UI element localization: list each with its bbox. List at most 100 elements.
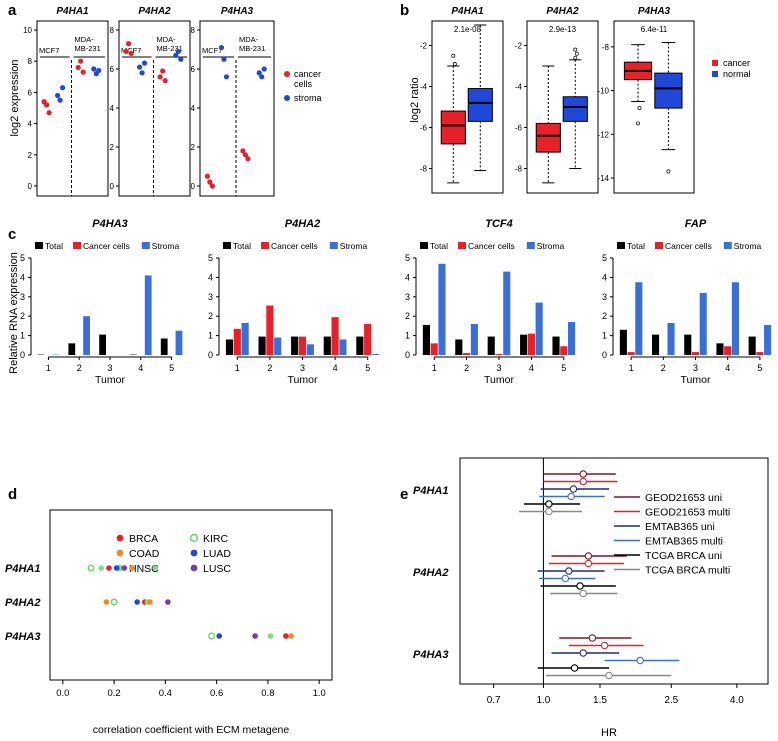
- panel-c-ytick-label: 4: [208, 272, 213, 282]
- panel-c-ytick-label: 3: [208, 292, 213, 302]
- panel-c-ytick-label: 2: [208, 311, 213, 321]
- panel-c-title: TCF4: [485, 218, 513, 230]
- panel-label-d: d: [8, 486, 17, 503]
- panel-e-hr-marker: [579, 589, 587, 598]
- panel-c-bar-stroma: [144, 275, 152, 355]
- panel-a-ytick-label: 6: [28, 88, 33, 97]
- panel-c-legend-swatch: [617, 242, 625, 249]
- panel-c-ylabel: Relative RNA expression: [8, 252, 20, 374]
- panel-c-bar-total: [422, 324, 430, 355]
- panel-c-ytick-label: 0: [208, 350, 213, 360]
- panel-d-point-brca: [283, 633, 289, 639]
- panel-c-ytick-label: 4: [405, 272, 410, 282]
- panel-b-outlier: [573, 55, 578, 60]
- panel-c-ytick-label: 1: [602, 331, 607, 341]
- panel-c-ytick-label: 5: [405, 253, 410, 263]
- panel-c-legend-label: Stroma: [734, 241, 762, 251]
- panel-e-hr-marker: [565, 567, 573, 575]
- panel-c-bar-stroma: [731, 282, 739, 355]
- panel-a-ytick-label: 0: [28, 182, 33, 191]
- panel-a-group-label: MB-231: [157, 44, 183, 53]
- panel-e-legend-label: EMTAB365 uni: [645, 521, 715, 533]
- panel-c-legend-label: Cancer cells: [271, 241, 318, 251]
- panel-d-point-kirc: [110, 598, 118, 606]
- panel-a-point-stroma: [141, 60, 148, 66]
- panel-d-legend-label: KIRC: [203, 533, 229, 545]
- panel-c-legend-label: Total: [430, 241, 448, 251]
- panel-d-point-lusc: [165, 599, 171, 605]
- panel-b-box-cancer: [440, 110, 466, 145]
- panel-b-ytick-label: -2: [515, 42, 523, 51]
- panel-c-ytick-label: 2: [20, 311, 25, 321]
- panel-e-hr-marker: [570, 664, 579, 672]
- panel-d-row-label: P4HA1: [5, 563, 40, 575]
- panel-c-legend-swatch: [420, 242, 428, 249]
- panel-d-point-lusc: [252, 633, 258, 639]
- panel-a-point-stroma: [96, 67, 102, 74]
- panel-a-ytick-label: 4: [191, 104, 196, 113]
- panel-a-point-stroma: [221, 56, 227, 62]
- panel-d-point-coad: [147, 599, 153, 605]
- panel-c-bar-stroma: [535, 302, 543, 355]
- panel-c-bar-stroma: [241, 322, 249, 355]
- panel-a-ytick-label: 0: [110, 182, 115, 191]
- panel-a-ytick-label: 8: [191, 26, 196, 35]
- panel-b-ytick-label: -14: [597, 174, 609, 183]
- panel-a-ytick-label: 2: [191, 143, 196, 152]
- panel-c-ytick-label: 3: [20, 292, 25, 302]
- panel-b-legend-swatch: [712, 71, 718, 77]
- panel-a-point-stroma: [57, 97, 63, 103]
- panel-a-point-cancer: [162, 78, 168, 84]
- panel-e-row-label: P4HA3: [413, 649, 448, 661]
- panel-a-ytick-label: 2: [110, 143, 115, 152]
- panel-c-bar-total: [619, 329, 627, 355]
- panel-c-bar-stroma: [175, 330, 183, 355]
- panel-c-bar-total: [258, 336, 266, 355]
- panel-c-legend-label: Stroma: [152, 241, 180, 251]
- panel-c-bar-cancer-cells: [430, 343, 438, 355]
- panel-a-point-cancer: [44, 102, 50, 108]
- panel-c-legend-label: Stroma: [537, 241, 565, 251]
- panel-c-xtick-label: 2: [464, 363, 469, 373]
- panel-a-group-label: MDA-: [239, 35, 259, 44]
- panel-c-bar-cancer-cells: [560, 346, 568, 355]
- panel-c-legend-label: Cancer cells: [83, 241, 130, 251]
- panel-c-bar-cancer-cells: [724, 346, 732, 355]
- panel-c-bar-total: [520, 334, 528, 355]
- panel-e-hr-marker: [579, 477, 587, 486]
- panel-a-point-stroma: [261, 66, 267, 72]
- panel-a-group-label: MB-231: [239, 44, 265, 53]
- panel-d-point-hnsc: [267, 633, 274, 639]
- panel-d-legend-label: HNSC: [129, 563, 159, 575]
- panel-d-xlabel: correlation coefficient with ECM metagen…: [93, 724, 290, 736]
- panel-c-bar-total: [716, 343, 724, 355]
- panel-c-xtick-label: 5: [169, 363, 174, 373]
- panel-c-bar-stroma: [667, 322, 675, 355]
- panel-a-ytick-label: 10: [23, 26, 32, 35]
- panel-a-group-label: MDA-: [75, 35, 95, 44]
- panel-a-ylabel: log2 expression: [9, 59, 21, 136]
- panel-a-ytick-label: 8: [110, 26, 115, 35]
- panel-c-xlabel: Tumor: [681, 374, 711, 386]
- panel-a-point-stroma: [173, 52, 179, 58]
- panel-c-bar-total: [652, 334, 660, 355]
- panel-c-xtick-label: 3: [693, 363, 698, 373]
- panel-d-legend-marker: [190, 564, 198, 572]
- panel-c-ytick-label: 4: [602, 272, 607, 282]
- panel-b-ytick-label: -4: [420, 83, 428, 92]
- panel-b-frame: [431, 20, 504, 194]
- panel-b-outlier: [573, 47, 578, 52]
- panel-e-legend-label: TCGA BRCA uni: [645, 550, 722, 562]
- panel-c-bar-cancer-cells: [756, 352, 764, 355]
- panel-d-legend-label: LUAD: [203, 548, 231, 560]
- panel-d-legend-marker: [189, 533, 199, 543]
- panel-a-ytick-label: 6: [191, 65, 196, 74]
- panel-c-ytick-label: 0: [20, 350, 25, 360]
- panel-c-bar-total: [487, 336, 495, 355]
- panel-e-hr-marker: [605, 671, 613, 680]
- panel-c-xtick-label: 5: [757, 363, 762, 373]
- panel-a-point-cancer: [245, 156, 251, 162]
- panel-a-group-label: MCF7: [121, 46, 141, 55]
- panel-a-title: P4HA3: [221, 6, 254, 17]
- panel-c-bar-stroma: [503, 271, 511, 355]
